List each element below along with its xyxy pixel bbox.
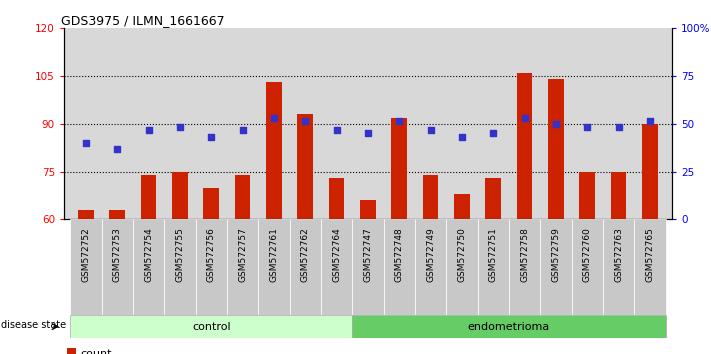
Text: GSM572748: GSM572748 [395,227,404,282]
Text: GSM572749: GSM572749 [426,227,435,282]
Point [237,127,248,133]
Point [519,115,530,120]
Point [205,134,217,139]
Text: endometrioma: endometrioma [468,321,550,332]
Text: GSM572752: GSM572752 [82,227,90,282]
Bar [102,219,133,315]
Text: GSM572751: GSM572751 [488,227,498,282]
Point [143,127,154,133]
Bar [579,172,595,219]
Bar [454,194,470,219]
Bar [328,178,344,219]
Bar [642,124,658,219]
Bar [67,348,76,354]
Bar [266,82,282,219]
Bar [297,114,313,219]
Point [363,131,374,136]
Bar [352,315,665,338]
Bar [360,200,376,219]
Text: control: control [192,321,230,332]
Text: GSM572759: GSM572759 [552,227,560,282]
Point [331,127,342,133]
Text: GSM572757: GSM572757 [238,227,247,282]
Bar [352,219,384,315]
Text: GSM572758: GSM572758 [520,227,529,282]
Bar [603,219,634,315]
Text: count: count [81,348,112,354]
Bar [164,219,196,315]
Bar [70,315,352,338]
Bar [289,219,321,315]
Bar [540,219,572,315]
Text: GSM572750: GSM572750 [457,227,466,282]
Point [582,124,593,130]
Bar [196,219,227,315]
Bar [70,219,102,315]
Bar [384,219,415,315]
Bar [447,219,478,315]
Text: GSM572763: GSM572763 [614,227,623,282]
Point [550,121,562,127]
Bar [133,219,164,315]
Text: GSM572761: GSM572761 [269,227,279,282]
Text: GSM572765: GSM572765 [646,227,654,282]
Text: GSM572762: GSM572762 [301,227,310,282]
Bar [611,172,626,219]
Point [268,115,279,120]
Bar [517,73,533,219]
Text: GSM572764: GSM572764 [332,227,341,282]
Point [299,118,311,124]
Text: GSM572755: GSM572755 [176,227,184,282]
Bar [392,118,407,219]
Bar [415,219,447,315]
Text: GSM572756: GSM572756 [207,227,215,282]
Bar [227,219,258,315]
Text: GDS3975 / ILMN_1661667: GDS3975 / ILMN_1661667 [61,14,225,27]
Bar [235,175,250,219]
Bar [548,79,564,219]
Bar [423,175,439,219]
Bar [172,172,188,219]
Bar [258,219,289,315]
Point [456,134,468,139]
Bar [634,219,665,315]
Text: GSM572754: GSM572754 [144,227,153,282]
Point [174,124,186,130]
Bar [321,219,352,315]
Bar [478,219,509,315]
Text: GSM572747: GSM572747 [363,227,373,282]
Point [112,147,123,152]
Bar [78,210,94,219]
Bar [109,210,125,219]
Point [613,124,624,130]
Bar [203,188,219,219]
Point [488,131,499,136]
Bar [572,219,603,315]
Point [644,118,656,124]
Text: GSM572753: GSM572753 [113,227,122,282]
Text: disease state: disease state [1,320,66,330]
Point [425,127,437,133]
Bar [509,219,540,315]
Text: GSM572760: GSM572760 [583,227,592,282]
Point [80,140,92,146]
Bar [141,175,156,219]
Point [394,118,405,124]
Bar [486,178,501,219]
